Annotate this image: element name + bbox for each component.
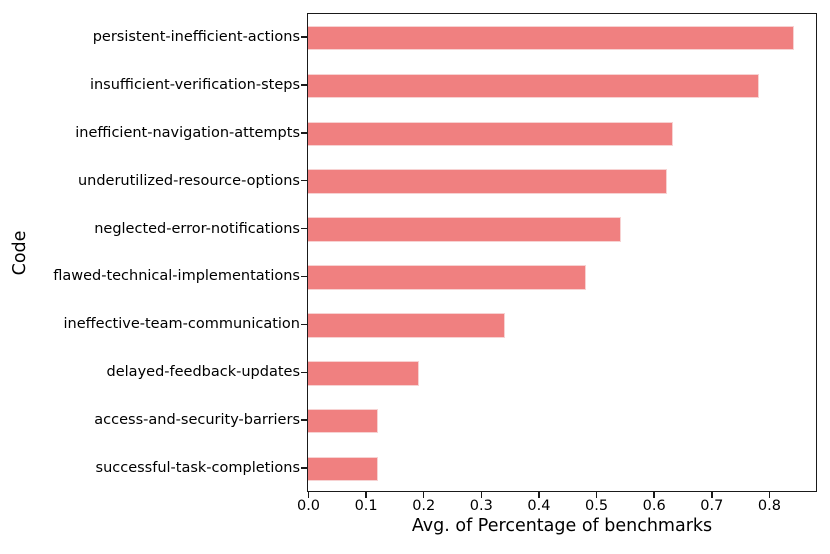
x-tick-mark: [653, 492, 655, 498]
y-tick-label: ineffective-team-communication: [63, 316, 300, 333]
y-tick-label: delayed-feedback-updates: [106, 364, 300, 381]
y-tick-mark: [301, 227, 307, 230]
bar-inefficient-navigation-attempts: [308, 121, 673, 146]
x-tick-mark: [711, 492, 713, 498]
bar-neglected-error-notifications: [308, 217, 621, 242]
y-tick-mark: [301, 419, 307, 421]
bar-underutilized-resource-options: [308, 169, 667, 194]
bar-successful-task-completions: [308, 456, 379, 482]
y-tick-mark: [301, 132, 307, 134]
bar-access-and-security-barriers: [308, 408, 379, 434]
y-tick-mark: [301, 84, 307, 86]
x-tick-mark: [422, 492, 425, 498]
y-tick-label: access-and-security-barriers: [94, 412, 300, 429]
x-tick-mark: [307, 492, 310, 498]
x-tick-label: 0.2: [412, 498, 436, 514]
x-tick-label: 0.3: [469, 498, 493, 514]
bar-persistent-inefficient-actions: [308, 25, 794, 51]
y-tick-mark: [301, 179, 307, 182]
x-tick-label: 0.7: [700, 498, 724, 514]
bar-delayed-feedback-updates: [308, 361, 419, 386]
x-tick-mark: [480, 492, 483, 498]
x-tick-label: 0.8: [757, 498, 781, 514]
bar-ineffective-team-communication: [308, 313, 506, 338]
y-tick-label: insufficient-verification-steps: [89, 76, 300, 93]
y-axis-label: Code: [10, 230, 30, 276]
bar-insufficient-verification-steps: [308, 73, 760, 99]
y-tick-label: inefficient-navigation-attempts: [75, 124, 300, 141]
y-tick-mark: [301, 467, 307, 469]
x-tick-mark: [768, 492, 771, 498]
x-tick-label: 0.5: [585, 498, 609, 514]
y-tick-mark: [301, 323, 307, 326]
y-tick-mark: [301, 371, 307, 373]
x-tick-label: 0.0: [296, 498, 321, 514]
y-tick-label: underutilized-resource-options: [77, 172, 300, 189]
y-tick-label: neglected-error-notifications: [94, 220, 300, 237]
x-tick-mark: [595, 492, 598, 498]
bar-flawed-technical-implementations: [308, 265, 587, 290]
y-tick-label: successful-task-completions: [95, 460, 300, 477]
x-axis-label: Avg. of Percentage of benchmarks: [411, 516, 713, 536]
y-tick-mark: [301, 36, 307, 38]
x-tick-label: 0.6: [642, 498, 666, 514]
y-tick-label: flawed-technical-implementations: [53, 268, 300, 285]
x-tick-mark: [365, 492, 367, 498]
x-tick-label: 0.4: [527, 498, 551, 514]
x-tick-label: 0.1: [354, 498, 378, 514]
y-tick-mark: [301, 275, 307, 278]
y-tick-label: persistent-inefficient-actions: [92, 28, 300, 45]
plot-area: [307, 13, 817, 492]
x-tick-mark: [538, 492, 540, 498]
